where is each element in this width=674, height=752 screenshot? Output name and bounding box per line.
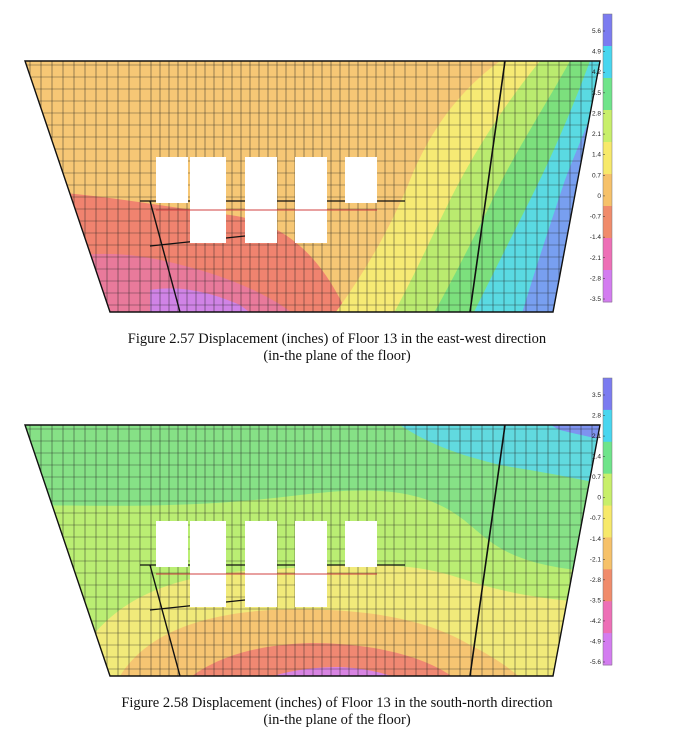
legend-color-band bbox=[603, 14, 612, 47]
legend-tick-label: 0 bbox=[597, 495, 601, 502]
legend-tick-label: 2.1 bbox=[592, 433, 601, 440]
contour-fill bbox=[25, 425, 600, 676]
legend-color-band bbox=[603, 505, 612, 538]
legend-color-band bbox=[603, 78, 612, 111]
contour-region-magenta bbox=[230, 667, 430, 676]
legend-tick-label: -1.4 bbox=[590, 536, 602, 543]
legend-tick-label: 3.5 bbox=[592, 90, 601, 97]
legend-tick-label: 1.4 bbox=[592, 152, 601, 159]
legend-tick-label: -2.8 bbox=[590, 577, 602, 584]
legend-color-band bbox=[603, 537, 612, 570]
caption-line-2: (in-the plane of the floor) bbox=[263, 348, 411, 364]
legend-tick-label: 2.8 bbox=[592, 110, 601, 117]
legend-tick-label: -1.4 bbox=[590, 234, 602, 241]
contour-region-pink bbox=[80, 253, 300, 312]
color-legend: 5.6 4.9 4.2 3.5 2.8 2.1 1.4 0.7 0 -0.7 -1.4 -2.1 -2.… bbox=[590, 13, 613, 303]
legend-tick-label: -3.5 bbox=[590, 597, 602, 604]
contour-plot-east-west: 5.6 4.9 4.2 3.5 2.8 2.1 1.4 0.7 0 -0.7 -1.4 -2.1 -2.… bbox=[24, 13, 613, 313]
legend-tick-label: -5.6 bbox=[590, 659, 602, 666]
opening bbox=[156, 521, 188, 567]
opening bbox=[295, 521, 327, 607]
legend-tick-label: -4.9 bbox=[590, 638, 602, 645]
legend-tick-label: -4.2 bbox=[590, 618, 602, 625]
contour-plot-south-north: 3.5 2.8 2.1 1.4 0.7 0 -0.7 -1.4 -2.1 -2.8 -3.5 -4.2… bbox=[24, 377, 613, 677]
legend-color-band bbox=[603, 378, 612, 411]
legend-tick-label: -2.8 bbox=[590, 275, 602, 282]
legend-color-band bbox=[603, 409, 612, 443]
legend-color-band bbox=[603, 633, 612, 666]
opening bbox=[295, 157, 327, 243]
legend-color-band bbox=[603, 270, 612, 303]
contour-fill bbox=[25, 61, 600, 312]
legend-tick-label: -0.7 bbox=[590, 515, 602, 522]
legend-tick-label: 0 bbox=[597, 193, 601, 200]
legend-tick-label: 5.6 bbox=[592, 28, 601, 35]
legend-tick-label: 4.9 bbox=[592, 49, 601, 56]
legend-tick-label: -2.1 bbox=[590, 255, 602, 262]
figure-caption: Figure 2.58 Displacement (inches) of Flo… bbox=[0, 695, 674, 729]
legend-tick-label: 4.2 bbox=[592, 69, 601, 76]
legend-color-band bbox=[603, 601, 612, 634]
legend-tick-label: 3.5 bbox=[592, 392, 601, 399]
legend-color-band bbox=[603, 473, 612, 507]
opening bbox=[245, 157, 277, 243]
legend-color-band bbox=[603, 569, 612, 602]
caption-line-1: Figure 2.57 Displacement (inches) of Flo… bbox=[127, 331, 547, 347]
legend-tick-label: 2.1 bbox=[592, 131, 601, 138]
opening bbox=[345, 521, 377, 567]
legend-color-band bbox=[603, 238, 612, 271]
legend-tick-label: -2.1 bbox=[590, 556, 602, 563]
color-legend: 3.5 2.8 2.1 1.4 0.7 0 -0.7 -1.4 -2.1 -2.8 -3.5 -4.2… bbox=[590, 377, 613, 666]
caption-line-2: (in-the plane of the floor) bbox=[263, 712, 411, 728]
legend-color-band bbox=[603, 174, 612, 207]
opening bbox=[245, 521, 277, 607]
legend-color-band bbox=[603, 46, 612, 79]
legend-color-band bbox=[603, 206, 612, 239]
figure-caption: Figure 2.57 Displacement (inches) of Flo… bbox=[0, 331, 674, 365]
legend-tick-label: 0.7 bbox=[592, 172, 601, 179]
floor-outline bbox=[24, 60, 601, 313]
legend-tick-label: 1.4 bbox=[592, 454, 601, 461]
legend-tick-label: -3.5 bbox=[590, 296, 602, 303]
floor-outline bbox=[24, 424, 601, 677]
caption-line-1: Figure 2.58 Displacement (inches) of Flo… bbox=[121, 695, 553, 711]
legend-tick-label: 0.7 bbox=[592, 474, 601, 481]
legend-color-band bbox=[603, 142, 612, 175]
legend-color-band bbox=[603, 441, 612, 475]
figure-east-west: 5.6 4.9 4.2 3.5 2.8 2.1 1.4 0.7 0 -0.7 -1.4 -2.1 -2.… bbox=[0, 0, 674, 375]
opening bbox=[190, 521, 226, 607]
legend-color-band bbox=[603, 110, 612, 143]
opening bbox=[345, 157, 377, 203]
figure-south-north: 3.5 2.8 2.1 1.4 0.7 0 -0.7 -1.4 -2.1 -2.8 -3.5 -4.2… bbox=[0, 375, 674, 752]
legend-tick-label: -0.7 bbox=[590, 214, 602, 221]
legend-tick-label: 2.8 bbox=[592, 413, 601, 420]
opening bbox=[190, 157, 226, 243]
opening bbox=[156, 157, 188, 203]
